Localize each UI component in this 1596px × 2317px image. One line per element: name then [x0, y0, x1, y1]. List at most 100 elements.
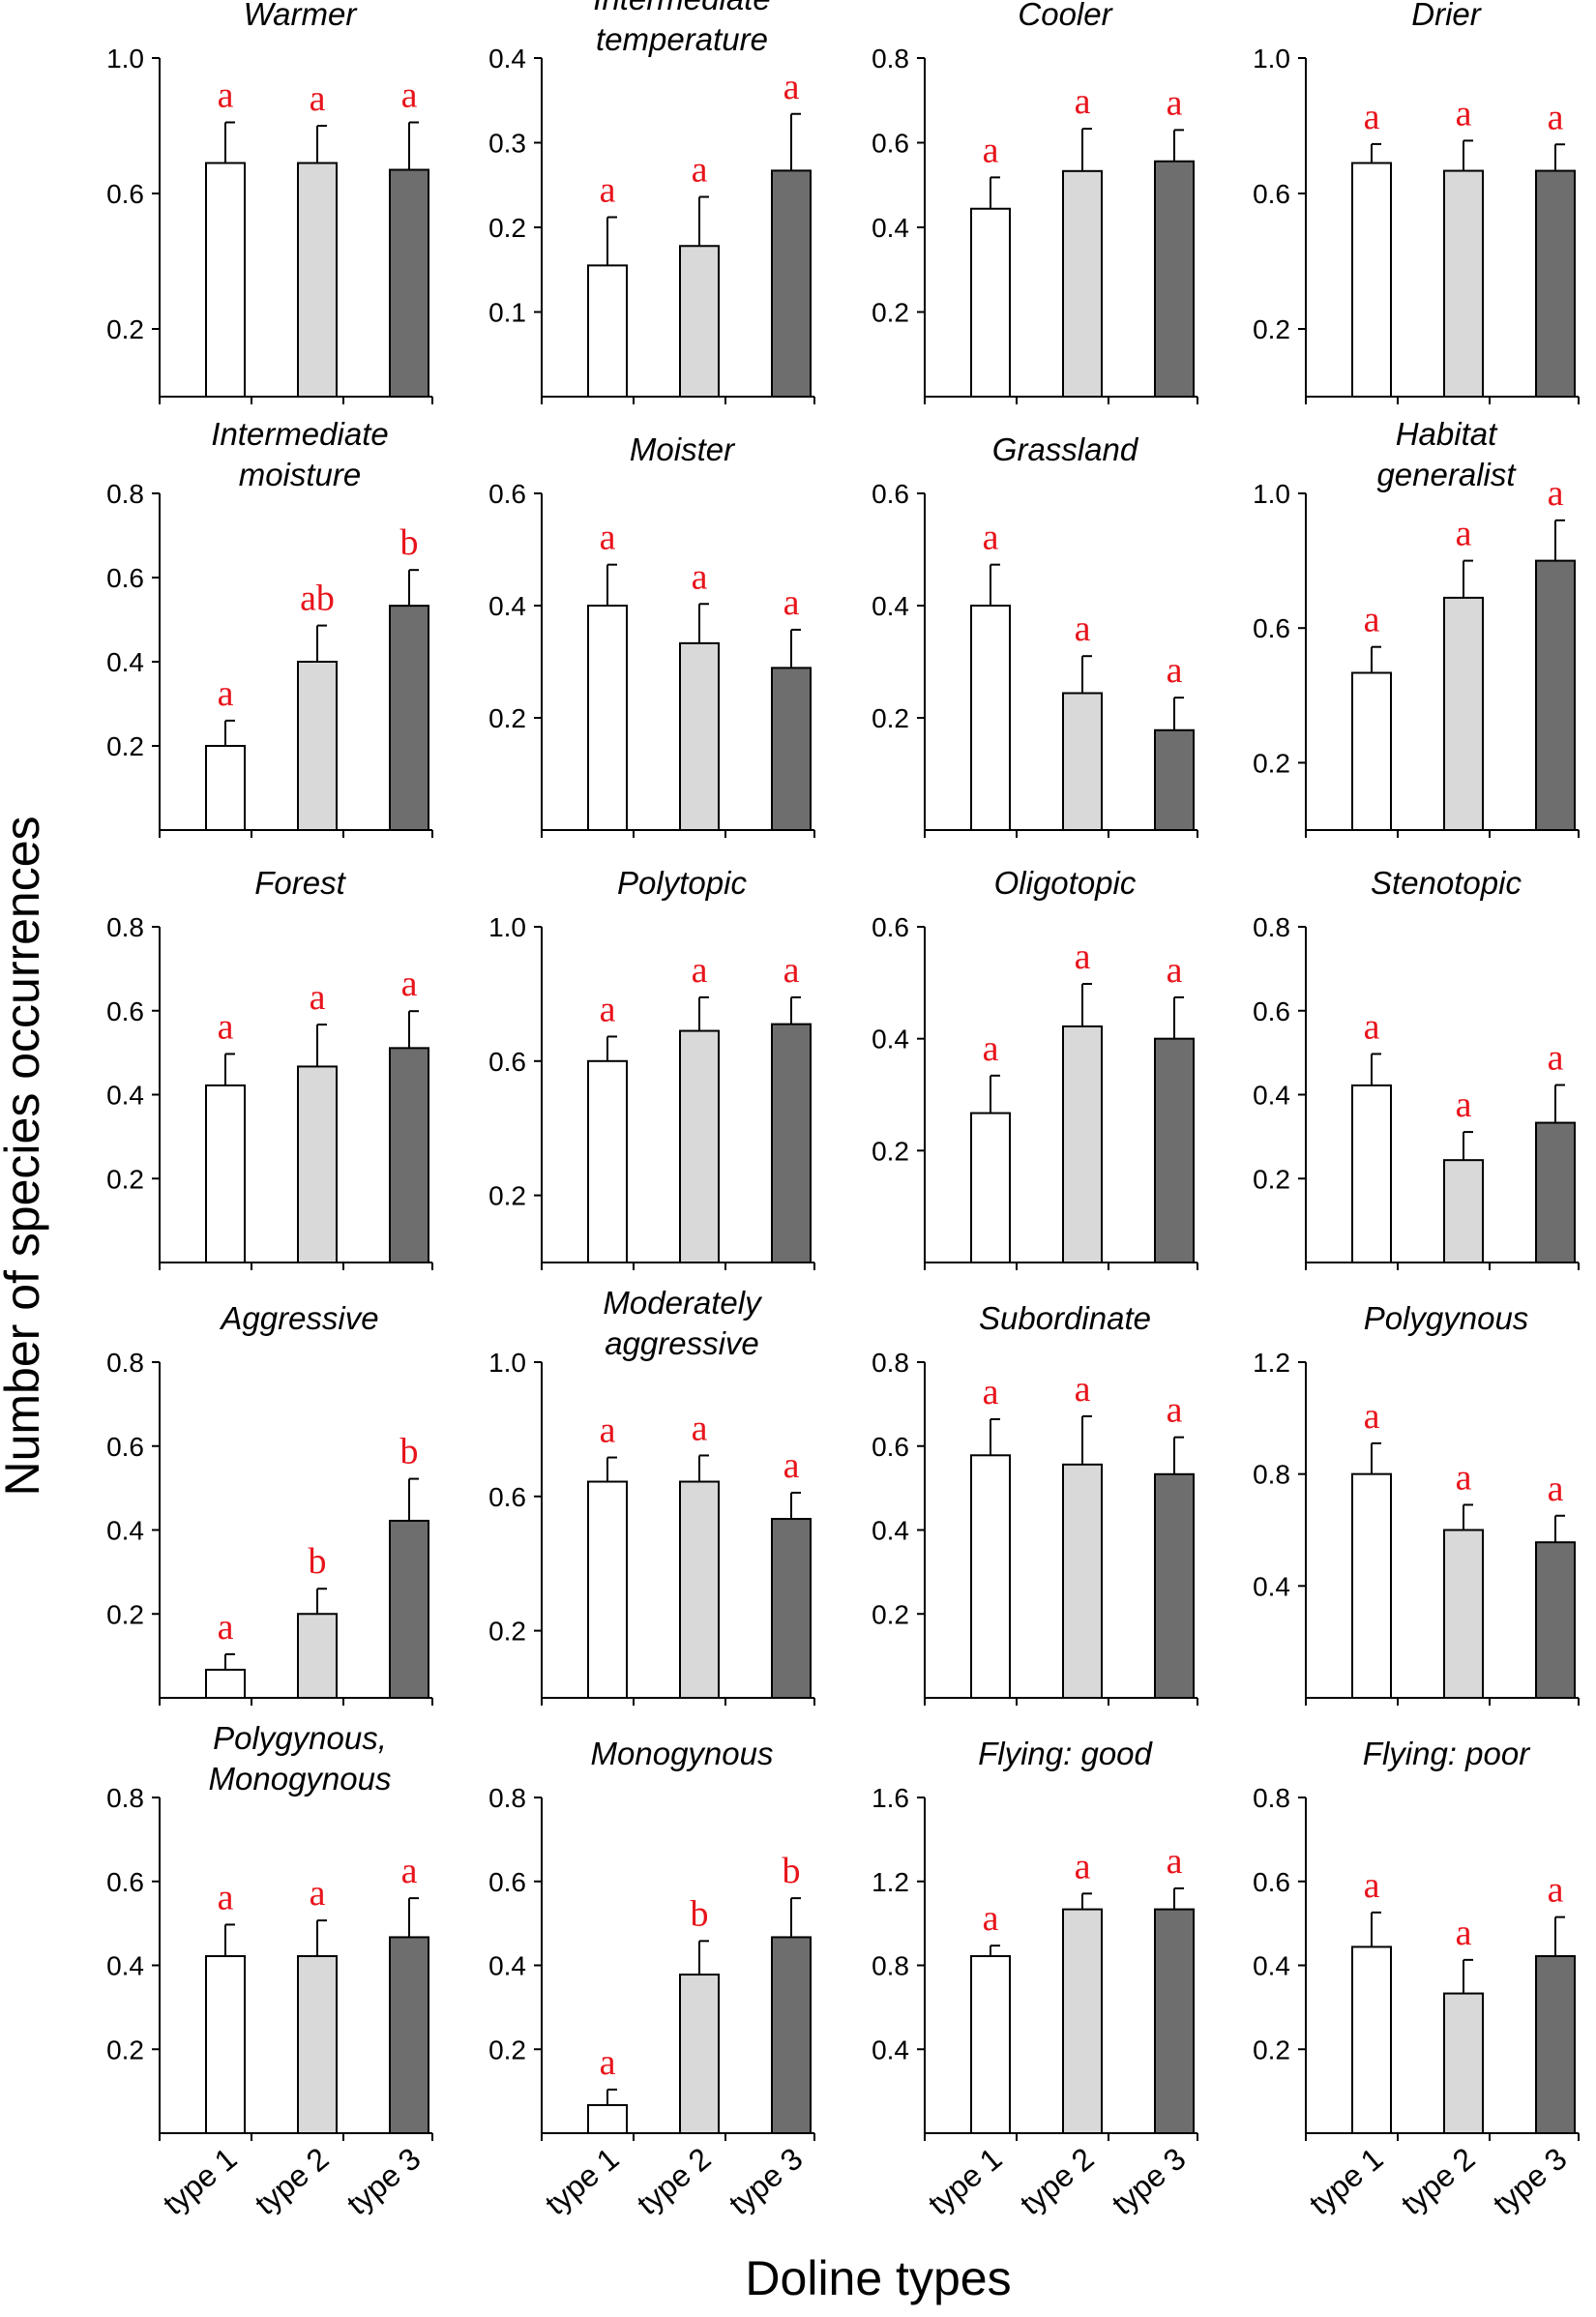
significance-letter: b — [400, 1432, 419, 1472]
y-axis-label: Number of species occurrences — [0, 816, 49, 1496]
significance-letter: a — [983, 1898, 999, 1939]
significance-letter: a — [1364, 1396, 1380, 1437]
bar-type1 — [587, 1059, 628, 1264]
bar-type1 — [1351, 1946, 1392, 2135]
x-category-label: type 1 — [157, 2141, 244, 2222]
panel-title: Subordinate — [979, 1300, 1151, 1336]
panel-11: Stenotopic 0.2 0.4 0.6 0.8 a a a — [1253, 865, 1580, 1270]
significance-letter: a — [401, 964, 418, 1004]
bar-type3 — [771, 1023, 812, 1263]
y-tick-label: 0.2 — [488, 1617, 526, 1647]
panel-title: generalist — [1376, 457, 1517, 492]
y-tick-label: 0.6 — [488, 1482, 526, 1512]
y-tick-label: 0.2 — [106, 2035, 144, 2065]
y-tick-label: 0.2 — [872, 1599, 909, 1629]
bar-type3 — [1535, 1954, 1576, 2135]
significance-letter: b — [691, 1893, 709, 1934]
y-tick-label: 0.8 — [106, 479, 144, 509]
bar-type3 — [771, 1936, 812, 2134]
significance-letter: a — [1456, 1457, 1472, 1498]
significance-letter: a — [783, 1445, 800, 1486]
significance-letter: a — [1167, 650, 1183, 691]
y-tick-label: 0.8 — [488, 1783, 526, 1813]
significance-letter: a — [692, 150, 708, 191]
panel-title: Warmer — [244, 0, 359, 32]
y-tick-label: 0.4 — [106, 1951, 144, 1981]
bar-type2 — [1443, 596, 1484, 831]
bar-type1 — [587, 264, 628, 398]
y-tick-label: 0.8 — [106, 1348, 144, 1378]
significance-letter: a — [310, 977, 326, 1018]
panel-title: Flying: good — [978, 1736, 1153, 1771]
y-tick-label: 0.8 — [872, 1951, 909, 1981]
bar-type1 — [970, 1454, 1011, 1699]
panel-0: Warmer 0.2 0.6 1.0 a a a — [106, 0, 433, 404]
panel-title: aggressive — [605, 1325, 759, 1361]
y-tick-label: 0.2 — [872, 1136, 909, 1166]
significance-letter: a — [1364, 600, 1380, 640]
significance-letter: a — [692, 556, 708, 597]
bar-type3 — [1154, 1908, 1195, 2134]
significance-letter: a — [1167, 82, 1183, 123]
significance-letter: a — [218, 1877, 234, 1917]
significance-letter: a — [1456, 1084, 1472, 1125]
y-tick-label: 0.2 — [1253, 2035, 1290, 2065]
significance-letter: a — [310, 78, 326, 119]
bar-type3 — [1535, 1541, 1576, 1700]
x-category-label: type 1 — [922, 2141, 1009, 2222]
panel-8: Forest 0.2 0.4 0.6 0.8 a a a — [106, 865, 433, 1270]
bar-type2 — [297, 661, 338, 831]
significance-letter: a — [983, 1028, 999, 1069]
panel-15: Polygynous 0.4 0.8 1.2 a a a — [1253, 1300, 1580, 1706]
bar-type1 — [587, 605, 628, 831]
y-tick-label: 0.6 — [872, 479, 909, 509]
bar-type3 — [1535, 169, 1576, 398]
y-tick-label: 0.2 — [106, 314, 144, 344]
significance-letter: a — [218, 1006, 234, 1047]
significance-letter: a — [1548, 1469, 1564, 1509]
significance-letter: a — [1364, 1006, 1380, 1047]
bar-type2 — [1062, 1908, 1103, 2134]
bar-type3 — [1154, 1037, 1195, 1263]
x-category-label: type 2 — [1014, 2141, 1101, 2222]
bar-type1 — [205, 162, 246, 398]
y-tick-label: 0.6 — [488, 1867, 526, 1897]
y-tick-label: 1.2 — [872, 1867, 909, 1897]
x-category-label: type 2 — [631, 2141, 718, 2222]
bar-type3 — [1154, 160, 1195, 398]
y-tick-label: 0.2 — [1253, 748, 1290, 778]
significance-letter: a — [1167, 1390, 1183, 1431]
significance-letter: a — [218, 1607, 234, 1648]
significance-letter: a — [692, 1408, 708, 1448]
bar-type1 — [1351, 1472, 1392, 1699]
y-tick-label: 0.6 — [488, 479, 526, 509]
significance-letter: a — [1075, 81, 1091, 122]
bar-type2 — [1443, 1159, 1484, 1264]
significance-letter: a — [600, 2042, 616, 2083]
y-tick-label: 0.4 — [1253, 1571, 1290, 1601]
y-tick-label: 0.6 — [106, 1432, 144, 1462]
significance-letter: a — [218, 75, 234, 116]
bar-type1 — [1351, 671, 1392, 832]
x-category-label: type 3 — [723, 2141, 810, 2222]
bar-type2 — [1443, 169, 1484, 398]
y-tick-label: 0.4 — [872, 213, 909, 243]
significance-letter: a — [783, 67, 800, 107]
y-tick-label: 0.2 — [106, 731, 144, 761]
panel-title: Oligotopic — [994, 865, 1137, 901]
significance-letter: a — [1456, 93, 1472, 134]
significance-letter: a — [1075, 1846, 1091, 1886]
bar-type1 — [205, 1084, 246, 1264]
bar-type1 — [970, 1954, 1011, 2135]
panel-6: Grassland 0.2 0.4 0.6 a a a — [872, 431, 1198, 838]
panel-13: Moderately aggressive 0.2 0.6 1.0 a a a — [488, 1285, 815, 1706]
panel-14: Subordinate 0.2 0.4 0.6 0.8 a a a — [872, 1300, 1198, 1706]
significance-letter: a — [1548, 1038, 1564, 1079]
y-tick-label: 0.8 — [872, 1348, 909, 1378]
y-tick-label: 0.6 — [1253, 1867, 1290, 1897]
y-tick-label: 0.6 — [106, 1867, 144, 1897]
y-tick-label: 0.4 — [872, 2035, 909, 2065]
significance-letter: a — [600, 518, 616, 558]
